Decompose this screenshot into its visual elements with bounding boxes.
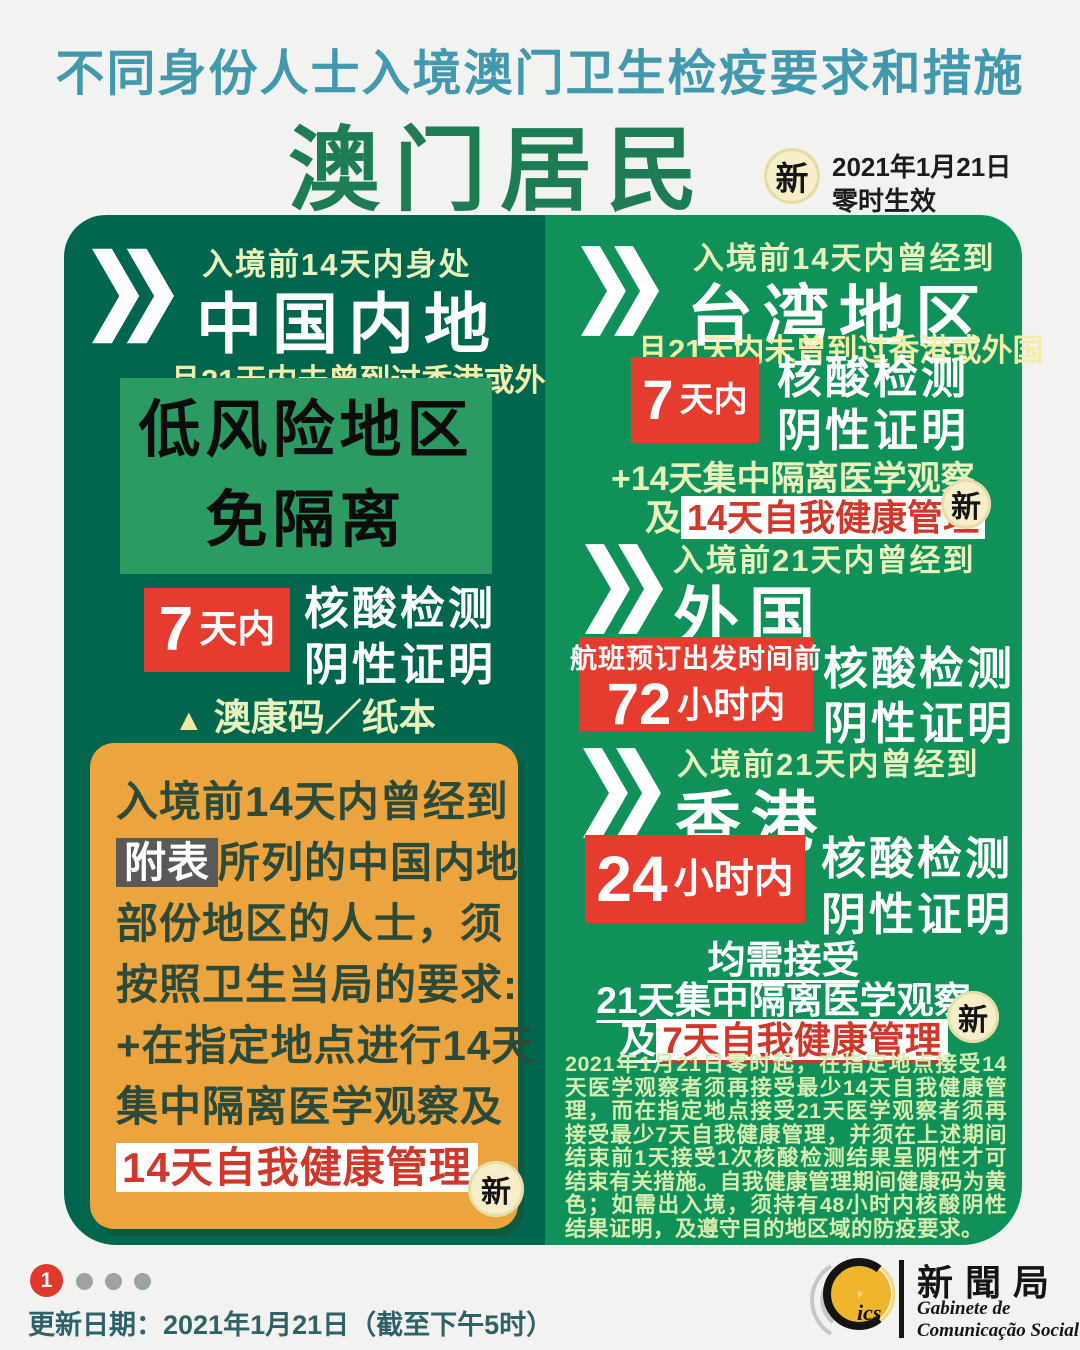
notice-line4: 按照卫生当局的要求:	[116, 961, 518, 1008]
foreign-time-box: 航班预订出发时间前 72 小时内	[570, 637, 821, 737]
new-badge: 新	[941, 479, 991, 529]
notice-line7: 14天自我健康管理。	[116, 1137, 520, 1198]
double-chevron-icon	[585, 544, 663, 634]
foreign-pre-text: 入境前21天内曾经到	[673, 543, 976, 578]
hongkong-req-line2: 21天集中隔离医学观察	[596, 980, 971, 1021]
taiwan-test-line1: 核酸检测	[777, 352, 970, 403]
new-badge: 新	[468, 1161, 524, 1217]
effective-date-line2: 零时生效	[832, 186, 937, 216]
hongkong-req-line3: 及 7天自我健康管理	[545, 1010, 1022, 1064]
new-badge: 新	[764, 148, 820, 204]
gcs-emblem-icon: ics	[823, 1258, 895, 1330]
hongkong-pre-text: 入境前21天内曾经到	[677, 747, 980, 782]
hongkong-test-text: 核酸检测 阴性证明	[821, 831, 1013, 943]
mainland-notice-box: 入境前14天内曾经到 附表 所列的中国内地 部份地区的人士，须 按照卫生当局的要求…	[90, 743, 535, 1229]
panel-other-regions: 入境前14天内曾经到 台湾地区 且21天内未曾到过香港或外国 7 天内 核酸检测…	[545, 215, 1043, 1245]
update-date: 更新日期：2021年1月21日（截至下午5时）	[28, 1310, 554, 1340]
mainland-pre-text: 入境前14天内身处	[202, 247, 472, 282]
mainland-test-line1: 核酸检测	[304, 583, 497, 634]
health-code-text: 澳康码／纸本	[213, 697, 436, 738]
logo-portuguese-line1: Gabinete de	[917, 1298, 1011, 1319]
self-health-highlight: 14天自我健康管理	[116, 1143, 478, 1192]
effective-date-line1: 2021年1月21日	[832, 152, 1012, 182]
effective-date: 2021年1月21日 零时生效	[832, 150, 1011, 218]
mainland-test-text: 核酸检测 阴性证明	[304, 581, 496, 693]
foreign-box-label: 航班预订出发时间前	[570, 643, 822, 674]
hongkong-req-line1: 均需接受	[707, 940, 860, 982]
notice-line5: +在指定地点进行14天	[116, 1022, 535, 1069]
health-code-note: ▲ 澳康码／纸本	[174, 687, 436, 741]
mainland-time-unit: 天内	[199, 609, 276, 651]
self-health-highlight: 14天自我健康管理	[681, 496, 986, 539]
mainland-time-box: 7 天内	[144, 588, 290, 672]
notice-line6: 集中隔离医学观察及	[116, 1083, 504, 1130]
hongkong-time-box: 24 小时内	[585, 835, 805, 923]
hongkong-time-unit: 小时内	[673, 857, 794, 901]
logo-divider	[899, 1260, 904, 1338]
low-risk-line1: 低风险地区	[138, 396, 474, 465]
foreign-test-text: 核酸检测 阴性证明	[823, 641, 1015, 751]
page-indicator-dot[interactable]	[134, 1273, 151, 1290]
mainland-region-title: 中国内地	[196, 287, 500, 361]
logo-chinese-name: 新聞局	[917, 1262, 1062, 1303]
double-chevron-icon	[92, 248, 174, 344]
taiwan-test-text: 核酸检测 阴性证明	[777, 351, 969, 457]
hongkong-test-line1: 核酸检测	[821, 833, 1014, 884]
foreign-time-unit: 小时内	[677, 683, 786, 725]
taiwan-time-box: 7 天内	[631, 357, 759, 443]
taiwan-region-title: 台湾地区	[687, 279, 991, 353]
hongkong-time-number: 24	[596, 843, 668, 915]
taiwan-extra-line1: +14天集中隔离医学观察	[611, 460, 975, 498]
taiwan-time-number: 7	[642, 368, 674, 431]
notice-line2: 附表 所列的中国内地	[116, 832, 518, 893]
taiwan-test-line2: 阴性证明	[777, 405, 970, 456]
page-indicator-current[interactable]: 1	[30, 1264, 63, 1297]
gcs-logo: ics 新聞局 Gabinete de Comunicação Social	[795, 1254, 1079, 1346]
taiwan-extra-line2: 及 14天自我健康管理	[645, 489, 986, 541]
page-title: 澳门居民	[287, 120, 712, 222]
taiwan-time-unit: 天内	[679, 381, 748, 419]
self-health-highlight: 7天自我健康管理	[656, 1019, 948, 1062]
panel-mainland-china: 入境前14天内身处 中国内地 且21天内未曾到过香港或外国 低风险地区 免隔离 …	[64, 215, 576, 1245]
low-risk-line2: 免隔离	[205, 486, 407, 555]
taiwan-pre-text: 入境前14天内曾经到	[693, 241, 996, 276]
taiwan-extra-prefix: 及	[645, 497, 682, 538]
low-risk-box: 低风险地区 免隔离	[120, 378, 492, 574]
hongkong-test-line2: 阴性证明	[821, 889, 1014, 940]
mainland-test-line2: 阴性证明	[304, 639, 497, 690]
mainland-time-number: 7	[158, 595, 194, 664]
gcs-initials: ics	[857, 1300, 881, 1325]
triangle-icon: ▲	[174, 704, 204, 737]
foreign-test-line2: 阴性证明	[823, 698, 1016, 749]
hongkong-req-prefix: 及	[619, 1020, 657, 1061]
new-badge: 新	[947, 991, 999, 1043]
double-chevron-icon	[581, 246, 659, 336]
fine-print: 2021年1月21日零时起，在指定地点接受14天医学观察者须再接受最少14天自我…	[565, 1052, 1007, 1241]
notice-line1: 入境前14天内曾经到	[116, 778, 509, 825]
foreign-test-line1: 核酸检测	[823, 643, 1016, 694]
appendix-tag: 附表	[116, 838, 219, 887]
page-indicator-dot[interactable]	[105, 1273, 122, 1290]
double-chevron-icon	[583, 748, 661, 838]
page-subtitle: 不同身份人士入境澳门卫生检疫要求和措施	[55, 47, 1025, 101]
page-indicator-dot[interactable]	[76, 1273, 93, 1290]
logo-portuguese-line2: Comunicação Social	[917, 1320, 1080, 1341]
notice-line3: 部份地区的人士，须	[116, 900, 504, 947]
foreign-time-number: 72	[606, 671, 672, 737]
